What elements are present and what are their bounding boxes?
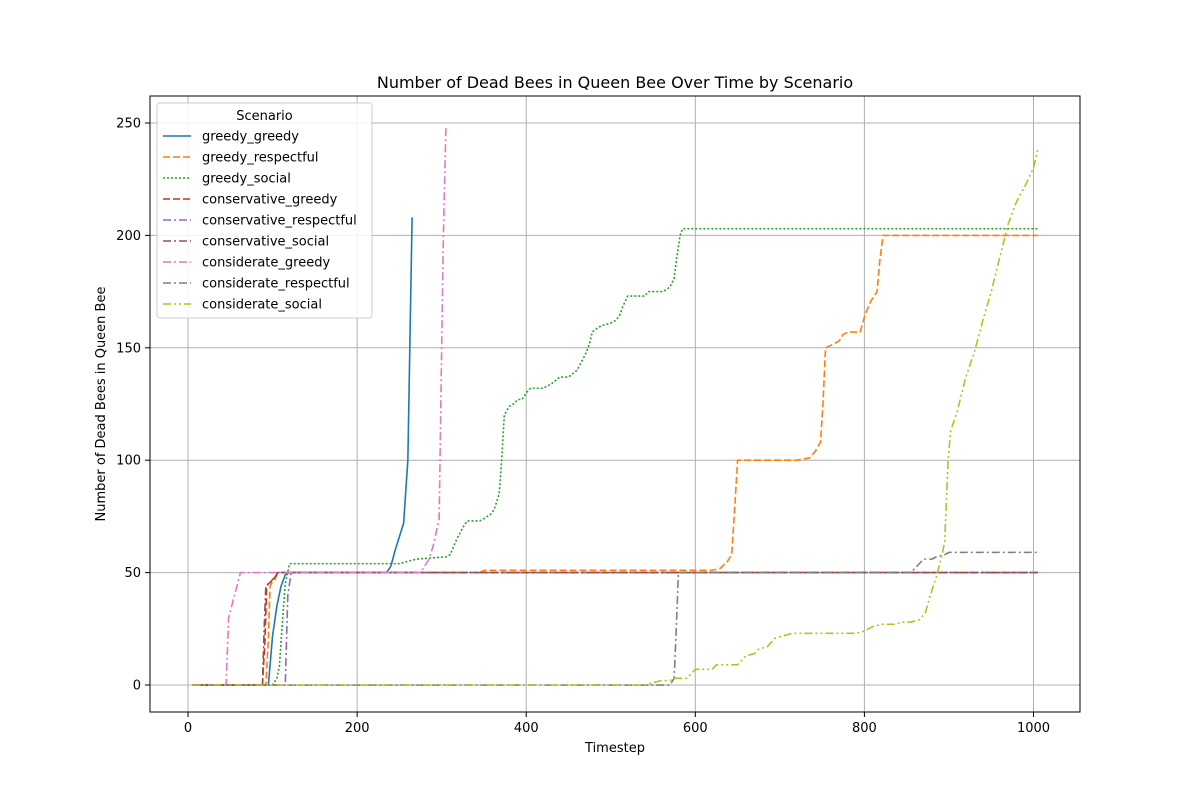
series-line-considerate-greedy — [192, 127, 447, 686]
y-tick-label: 100 — [116, 454, 141, 469]
x-tick-label: 800 — [852, 721, 877, 736]
legend-label: considerate_social — [202, 298, 322, 313]
legend-item-considerate-greedy: considerate_greedy — [163, 256, 330, 271]
x-tick-label: 0 — [184, 721, 192, 736]
legend-title: Scenario — [236, 109, 293, 124]
y-tick-label: 50 — [124, 566, 141, 581]
series-line-considerate-social — [192, 149, 1039, 686]
series-layer — [192, 127, 1039, 686]
series-line-greedy-respectful — [192, 234, 1038, 686]
legend-item-conservative-respectful: conservative_respectful — [163, 214, 357, 229]
legend-label: conservative_greedy — [202, 193, 338, 208]
legend-item-conservative-social: conservative_social — [163, 235, 329, 250]
plot-area-frame — [149, 95, 1081, 713]
y-axis-title: Number of Dead Bees in Queen Bee — [94, 287, 109, 522]
legend-item-conservative-greedy: conservative_greedy — [163, 193, 338, 208]
legend-label: conservative_social — [202, 235, 329, 250]
x-tick-label: 600 — [683, 721, 708, 736]
legend-item-considerate-respectful: considerate_respectful — [163, 277, 350, 292]
legend-label: conservative_respectful — [202, 214, 357, 229]
y-tick-label: 150 — [116, 341, 141, 356]
y-tick-label: 0 — [133, 679, 141, 694]
series-line-considerate-respectful — [192, 551, 1038, 686]
legend-item-considerate-social: considerate_social — [163, 298, 322, 313]
chart-title: Number of Dead Bees in Queen Bee Over Ti… — [377, 73, 853, 92]
x-tick-label: 400 — [514, 721, 539, 736]
y-tick-label: 200 — [116, 229, 141, 244]
axis-ticks: 0 200 400 600 800 1000 0 50 100 150 200 250 — [116, 116, 1050, 736]
legend-label: considerate_respectful — [202, 277, 350, 292]
legend-label: greedy_respectful — [202, 151, 319, 166]
series-line-conservative-social — [192, 571, 1038, 686]
legend-item-greedy-respectful: greedy_respectful — [163, 151, 319, 166]
x-tick-label: 1000 — [1017, 721, 1050, 736]
x-tick-label: 200 — [345, 721, 370, 736]
legend-label: considerate_greedy — [202, 256, 330, 271]
legend-item-greedy-social: greedy_social — [163, 172, 291, 187]
legend-box — [156, 102, 373, 319]
y-tick-label: 250 — [116, 116, 141, 131]
series-line-greedy-social — [192, 227, 1038, 686]
legend: Scenario greedy_greedy greedy_respectfulg… — [156, 102, 373, 319]
x-axis-title: Timestep — [584, 741, 645, 756]
legend-label: greedy_social — [202, 172, 291, 187]
legend-label: greedy_greedy — [202, 130, 299, 145]
legend-item-greedy-greedy: greedy_greedy — [163, 130, 299, 145]
